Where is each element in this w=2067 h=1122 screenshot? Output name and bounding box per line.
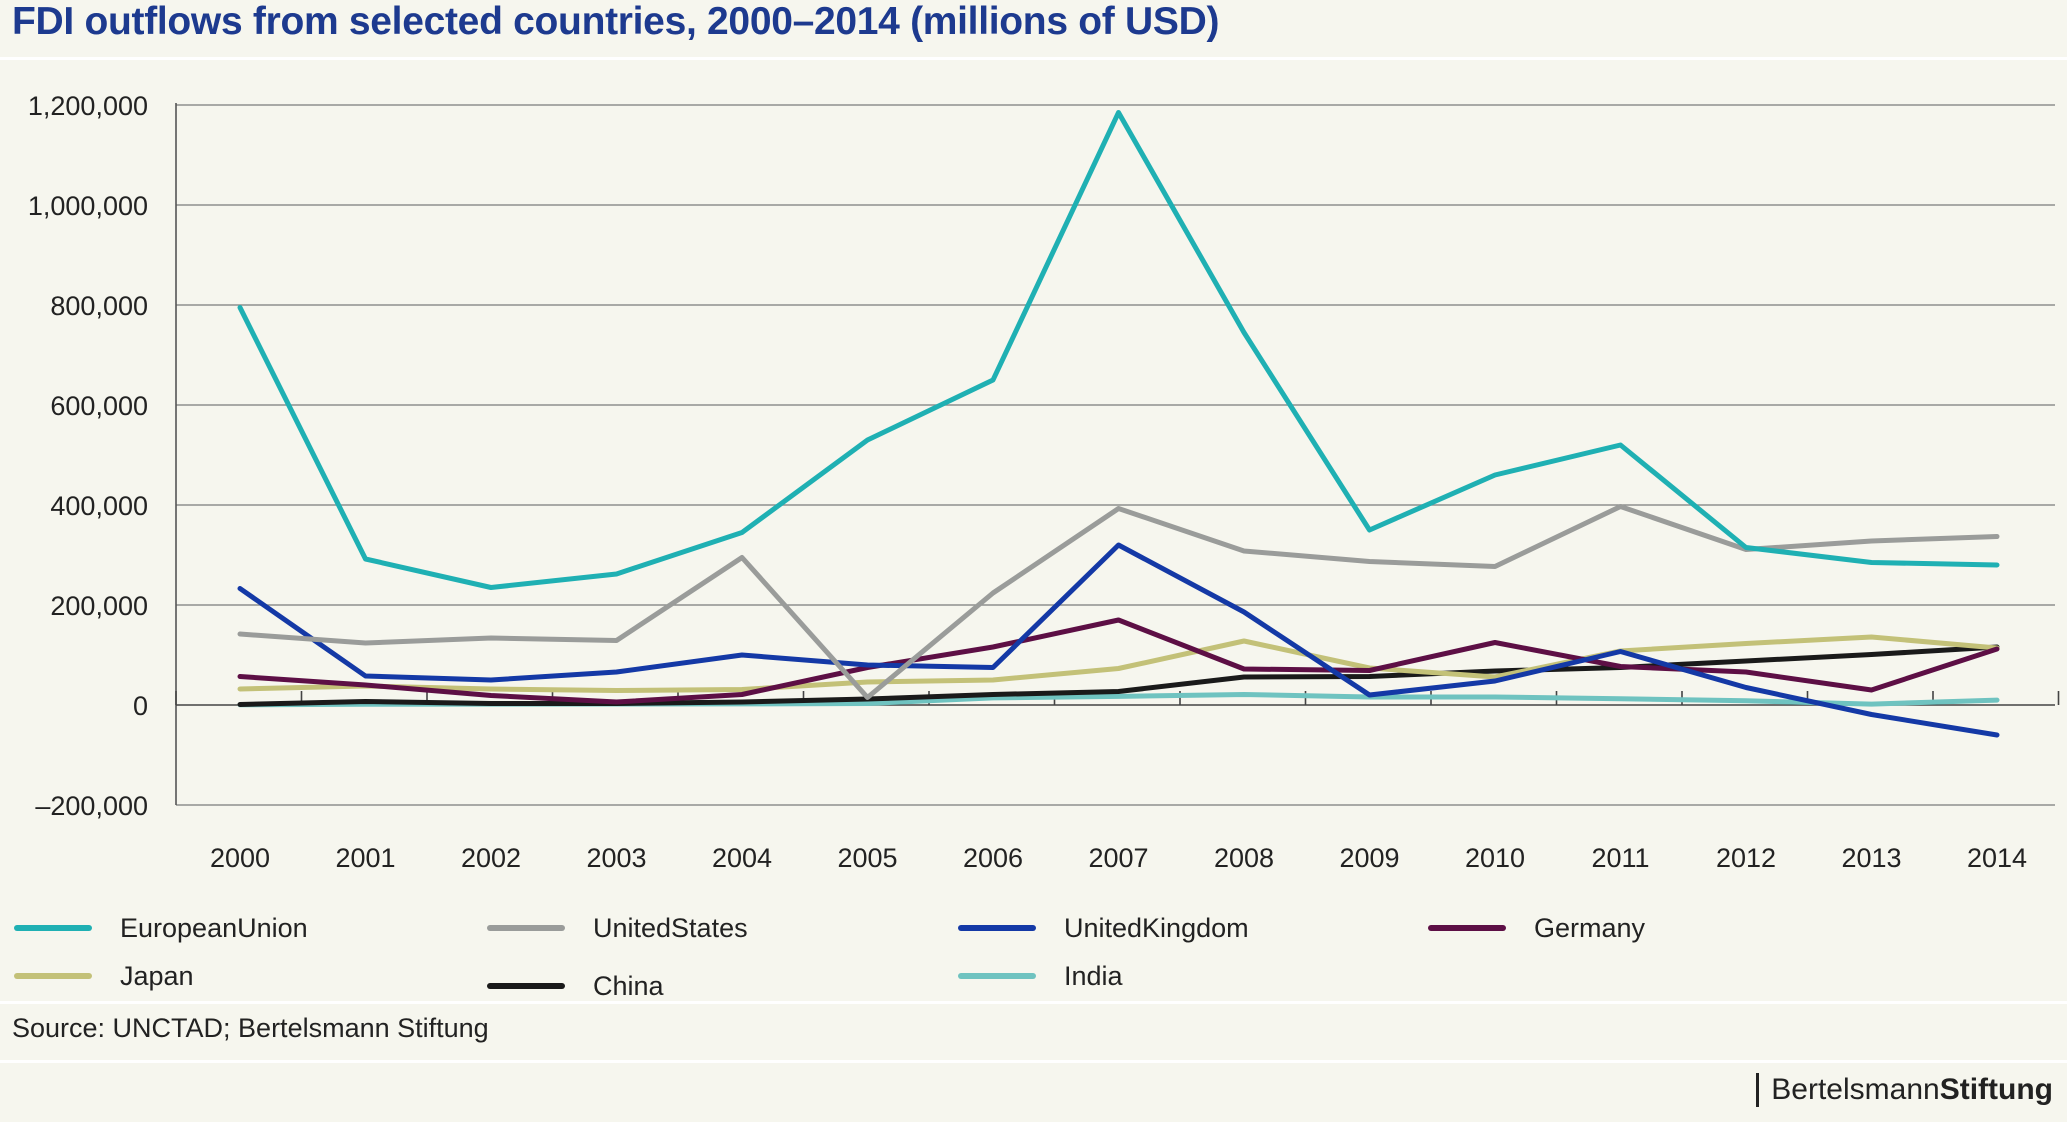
title-divider — [0, 57, 2067, 60]
y-tick-label: 800,000 — [50, 291, 148, 321]
series-line-china — [237, 644, 2000, 707]
x-tick-label: 2007 — [1088, 843, 1148, 873]
brand-part2: Stiftung — [1939, 1073, 2053, 1106]
x-axis: 2000 2001 2002 2003 2004 2005 2006 2007 2008 2009… — [175, 691, 2060, 873]
x-tick-label: 2003 — [586, 843, 646, 873]
legend-item-japan: Japan — [14, 956, 194, 996]
brand-part1: Bertelsmann — [1771, 1073, 1940, 1106]
y-axis: –200,000 0 200,000 400,000 600,000 800,000 1,0… — [28, 91, 177, 821]
x-tick-label: 2000 — [210, 843, 270, 873]
x-tick-label: 2005 — [837, 843, 897, 873]
x-tick-label: 2014 — [1967, 843, 2027, 873]
legend-swatch — [1428, 925, 1506, 931]
brand-logo: BertelsmannStiftung — [1756, 1073, 2053, 1107]
x-tick-label: 2013 — [1841, 843, 1901, 873]
y-tick-label: 600,000 — [50, 391, 148, 421]
y-tick-label: –200,000 — [35, 791, 148, 821]
legend-item-india: India — [958, 956, 1123, 996]
y-tick-label: 1,200,000 — [28, 91, 148, 121]
legend-item-china: China — [487, 966, 664, 1006]
y-tick-label: 1,000,000 — [28, 191, 148, 221]
legend-label: China — [593, 970, 664, 1001]
x-tick-label: 2011 — [1591, 843, 1649, 873]
x-tick-label: 2004 — [712, 843, 772, 873]
x-tick-label: 2010 — [1465, 843, 1525, 873]
series-line-japan — [237, 634, 2000, 693]
series-line-europeanunion — [237, 110, 2000, 590]
x-tick-label: 2006 — [963, 843, 1023, 873]
chart-title: FDI outflows from selected countries, 20… — [12, 0, 1220, 43]
line-chart: –200,000 0 200,000 400,000 600,000 800,000 1,0… — [28, 91, 2060, 873]
legend-label: Japan — [120, 960, 194, 991]
x-tick-label: 2012 — [1716, 843, 1776, 873]
y-tick-label: 400,000 — [50, 491, 148, 521]
legend-swatch — [958, 925, 1036, 931]
legend-swatch — [958, 973, 1036, 979]
y-tick-label: 0 — [133, 691, 148, 721]
series-lines — [237, 110, 2000, 738]
series-line-germany — [237, 617, 2000, 705]
source-note: Source: UNCTAD; Bertelsmann Stiftung — [12, 1013, 489, 1043]
legend-swatch — [487, 983, 565, 989]
series-line-unitedkingdom — [237, 542, 2000, 738]
legend-swatch — [14, 973, 92, 979]
legend-swatch — [487, 925, 565, 931]
legend-divider — [0, 1001, 2067, 1004]
gridlines — [176, 104, 2055, 806]
y-tick-label: 200,000 — [50, 591, 148, 621]
legend-swatch — [14, 925, 92, 931]
legend-label: India — [1064, 960, 1123, 991]
x-tick-label: 2008 — [1214, 843, 1274, 873]
x-tick-label: 2002 — [461, 843, 521, 873]
series-line-unitedstates — [237, 504, 2000, 700]
x-tick-label: 2001 — [335, 843, 395, 873]
source-divider — [0, 1060, 2067, 1063]
x-tick-label: 2009 — [1339, 843, 1399, 873]
